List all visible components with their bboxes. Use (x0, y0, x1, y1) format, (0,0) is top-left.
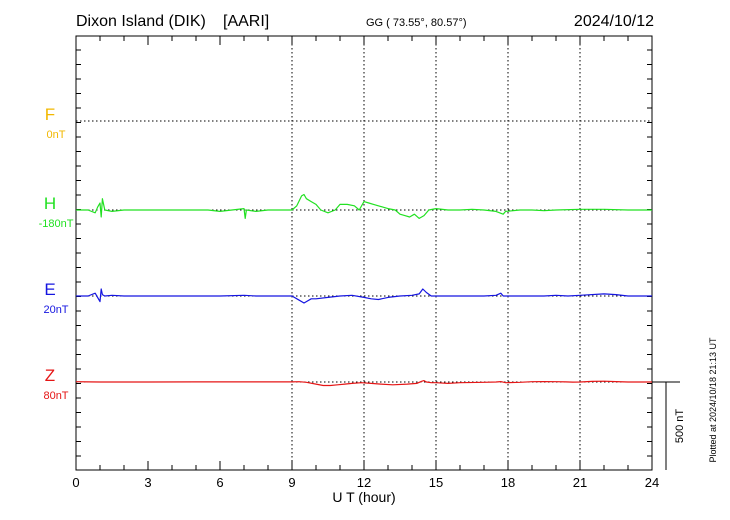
x-tick-label: 18 (501, 475, 515, 490)
series-line-z (75, 380, 652, 387)
x-tick-label: 15 (429, 475, 443, 490)
series-name-h: H (44, 194, 56, 213)
scale-bar-label: 500 nT (674, 409, 686, 444)
series-line-h (76, 193, 652, 219)
series-name-f: F (45, 105, 55, 124)
baselines (76, 36, 652, 470)
series-offset-f: 0nT (47, 129, 66, 141)
station-title: Dixon Island (DIK) (76, 13, 206, 30)
series-lines (75, 193, 652, 387)
series-line-e (76, 288, 652, 304)
x-axis-label: U T (hour) (332, 489, 395, 505)
plotted-note: Plotted at 2024/10/18 21:13 UT (708, 337, 718, 463)
institute-label: [AARI] (223, 13, 269, 30)
x-tick-label: 21 (573, 475, 587, 490)
series-name-z: Z (45, 366, 55, 385)
series-offset-z: 80nT (43, 390, 68, 402)
series-offset-h: -180nT (39, 218, 74, 230)
series-labels: F 0nT H -180nT E 20nT Z 80nT (39, 105, 74, 402)
x-tick-label: 0 (72, 475, 79, 490)
x-tick-label: 3 (144, 475, 151, 490)
series-name-e: E (44, 280, 55, 299)
x-tick-label: 24 (645, 475, 659, 490)
coords-label: GG ( 73.55°, 80.57°) (366, 17, 467, 29)
date-label: 2024/10/12 (574, 13, 654, 30)
x-tick-label: 9 (288, 475, 295, 490)
series-offset-e: 20nT (43, 304, 68, 316)
x-tick-label: 12 (357, 475, 371, 490)
x-axis-tick-labels: 0 3 6 9 12 15 18 21 24 (72, 475, 659, 490)
x-tick-label: 6 (216, 475, 223, 490)
